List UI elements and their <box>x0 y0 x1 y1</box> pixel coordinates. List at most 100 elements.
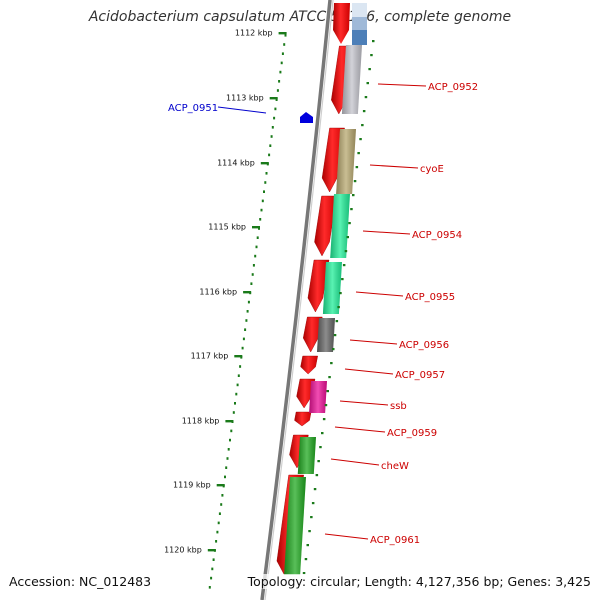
outer-track-dot <box>352 194 355 197</box>
scale-tick-label: 1113 kbp <box>226 94 264 103</box>
outer-track-dot <box>364 96 368 99</box>
gene-leader-line <box>349 339 398 345</box>
gene-label[interactable]: ACP_0956 <box>399 340 449 351</box>
outer-track-dot <box>366 82 369 85</box>
gene-box-shade <box>336 129 356 194</box>
scale-tick-label: 1112 kbp <box>235 29 273 38</box>
highlight-marker-icon <box>300 112 313 123</box>
scale-dot <box>225 466 228 469</box>
scale-tick <box>252 226 260 229</box>
scale-dot <box>275 98 278 101</box>
partial-blue-gene-dark <box>352 30 367 45</box>
scale-tick-label: 1120 kbp <box>164 546 202 555</box>
gene-leader-line <box>330 458 380 466</box>
forward-gene-arrow[interactable] <box>296 378 316 409</box>
genome-backbone-highlight <box>264 0 334 600</box>
top-partial-features <box>333 3 367 45</box>
outer-track-dot <box>337 306 340 309</box>
scale-tick-label: 1118 kbp <box>182 417 220 426</box>
forward-gene-arrow[interactable] <box>300 355 318 375</box>
outer-track-dot <box>341 278 344 281</box>
outer-track-dot <box>322 418 326 421</box>
outer-track-dot <box>324 404 328 407</box>
outer-track-dot <box>372 40 375 43</box>
outer-track-dot <box>370 54 373 57</box>
gene-labels: ACP_0952 cyoE ACP_0954 ACP_0955 ACP_0956 ACP_… <box>324 82 478 546</box>
scale-dot <box>268 153 271 157</box>
scale-dot <box>215 540 218 543</box>
gene-leader-line <box>339 400 389 406</box>
outer-track-dot <box>326 390 329 393</box>
gene-leader-line <box>324 533 369 540</box>
outer-track-dot <box>344 250 348 253</box>
outer-track-dot <box>350 208 353 211</box>
scale-dot <box>235 392 238 396</box>
scale-dot <box>250 282 253 285</box>
outer-track-dot <box>332 348 335 351</box>
scale-dot <box>217 521 220 525</box>
scale-tick-label: 1116 kbp <box>199 288 237 297</box>
scale-dot <box>226 457 229 460</box>
gene-leader-line <box>362 230 411 235</box>
highlight-leader-line <box>217 106 267 114</box>
forward-gene-arrow[interactable] <box>321 127 345 193</box>
forward-gene-arrow[interactable] <box>307 259 330 313</box>
gene-label[interactable]: ACP_0957 <box>395 370 445 381</box>
scale-dot <box>264 181 267 184</box>
highlight-feature[interactable]: ACP_0951 <box>168 103 313 123</box>
gene-box-shade <box>322 262 342 314</box>
outer-track-dot <box>328 376 331 379</box>
gene-label[interactable]: ACP_0954 <box>412 230 462 241</box>
scale-dot <box>260 208 263 212</box>
outer-track-dot <box>359 138 362 141</box>
outer-track-dot <box>321 432 324 435</box>
gene-label[interactable]: ACP_0961 <box>370 535 420 546</box>
scale-dot <box>239 365 242 368</box>
scale-dot <box>218 512 221 515</box>
scale-dot <box>229 438 231 442</box>
forward-gene-arrow[interactable] <box>294 411 312 427</box>
scale-dot <box>270 135 273 138</box>
gene-label[interactable]: ACP_0959 <box>387 428 437 439</box>
outer-track-dot <box>313 488 317 491</box>
map-title: Acidobacterium capsulatum ATCC 51196, co… <box>88 9 512 25</box>
forward-gene-arrow[interactable] <box>302 316 323 353</box>
outer-track-dot <box>342 264 346 267</box>
scale-dot <box>211 567 214 571</box>
genome-backbone <box>260 0 332 600</box>
outer-track-dot <box>319 446 322 449</box>
gene-box-shade <box>317 318 335 352</box>
scale-dot <box>246 310 249 313</box>
scale-tick <box>234 355 243 358</box>
scale-dot <box>242 337 245 341</box>
scale-dot <box>256 236 259 239</box>
gene-label[interactable]: cyoE <box>420 164 444 175</box>
gene-box-shade <box>297 437 316 474</box>
gene-label[interactable]: ACP_0952 <box>428 82 478 93</box>
outer-track-dot <box>306 544 309 547</box>
outer-track-dot <box>317 460 320 463</box>
outer-track-dot <box>362 110 366 113</box>
gene-label[interactable]: ACP_0955 <box>405 292 455 303</box>
scale-labels: 1112 kbp 1113 kbp 1114 kbp 1115 kbp 1116 kbp… <box>164 29 287 555</box>
scale-dot <box>261 199 264 203</box>
scale-tick <box>269 97 278 100</box>
scale-dot <box>227 448 230 451</box>
highlight-label[interactable]: ACP_0951 <box>168 103 218 114</box>
scale-dot <box>258 227 260 230</box>
scale-dot <box>244 328 247 331</box>
outer-track-dot <box>353 180 357 183</box>
outer-track-dot <box>308 530 311 533</box>
scale-dot <box>221 494 224 497</box>
scale-dot <box>279 70 282 74</box>
scale-dot <box>237 374 240 377</box>
scale-dot <box>236 383 239 387</box>
scale-dot <box>251 273 254 276</box>
outer-track-dot <box>357 152 360 155</box>
outer-track-dot <box>315 474 319 477</box>
gene-label[interactable]: cheW <box>381 461 409 472</box>
topology-text: Topology: circular; Length: 4,127,356 bp… <box>247 574 591 589</box>
gene-label[interactable]: ssb <box>390 401 407 412</box>
partial-red-gene <box>333 3 350 44</box>
